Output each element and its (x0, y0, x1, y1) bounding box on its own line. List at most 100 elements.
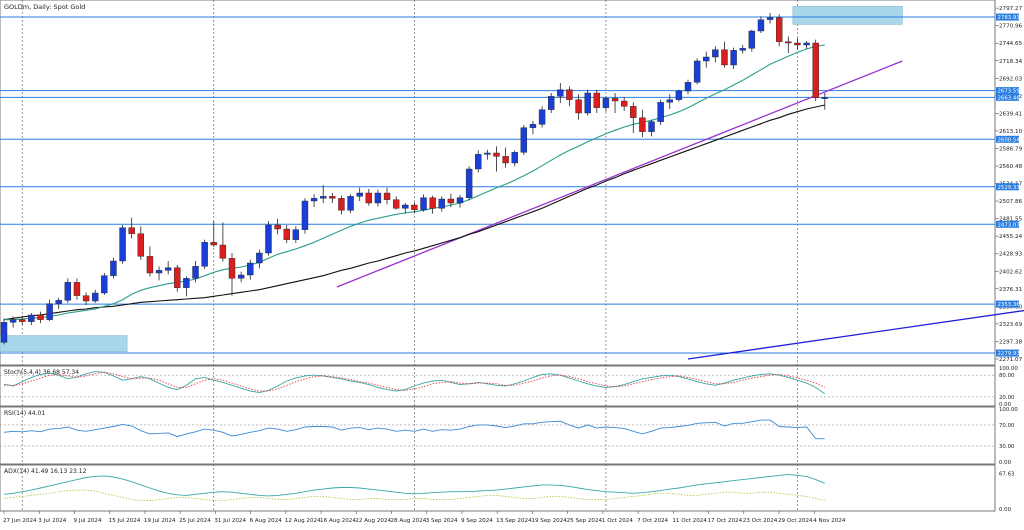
candle (320, 185, 327, 203)
candle-body-up (511, 152, 518, 164)
candle-body-down (566, 89, 573, 100)
candle (310, 194, 318, 207)
candle-body-up (803, 42, 810, 46)
candle-body-down (174, 267, 181, 288)
candle (794, 38, 801, 50)
rsi-title: RSI(14) 44.01 (4, 410, 45, 417)
level-label-text: 2673.59 (998, 89, 1021, 95)
stoch-tick-label: 80.00 (999, 373, 1015, 379)
candle (821, 93, 828, 110)
date-tick-label: 25 Sep 2024 (567, 518, 603, 524)
trendline-blue (687, 309, 1024, 360)
candle-body-up (192, 266, 199, 279)
candle-body-down (210, 242, 217, 246)
candle (438, 196, 445, 212)
support-zone (0, 335, 128, 352)
candle-body-up (520, 127, 528, 153)
candle-body-up (101, 275, 108, 294)
chart-title: GOLDm, Daily: Spot Gold (4, 3, 85, 11)
candle (228, 253, 236, 296)
candle-body-up (402, 204, 409, 209)
candle (155, 266, 163, 281)
level-label-box (996, 13, 1019, 21)
candle-body-up (484, 152, 491, 155)
candle (210, 221, 217, 247)
candle-body-up (247, 262, 254, 276)
candle-body-down (146, 256, 154, 274)
candle (338, 195, 345, 215)
candle (64, 278, 72, 303)
candle-body-up (265, 224, 272, 254)
candle (46, 299, 53, 321)
candle-body-up (155, 270, 163, 274)
candle-body-down (611, 98, 619, 102)
candle-body-up (757, 19, 765, 32)
candle-body-up (465, 168, 473, 198)
level-label: 2783.93 (996, 13, 1020, 21)
candle (256, 249, 263, 269)
highlight-zones (0, 6, 903, 352)
level-label-box (996, 220, 1019, 228)
candle-body-down (283, 228, 290, 240)
candle-body-down (593, 92, 600, 108)
candle (420, 194, 427, 212)
price-tick-label: 2744.65 (999, 41, 1023, 47)
adx-tick-label: 67.63 (999, 471, 1014, 477)
adx-series-1 (3, 489, 825, 502)
adx-tick-label: 0.00 (999, 507, 1012, 513)
candle-body-up (739, 48, 746, 51)
candle (19, 315, 26, 325)
price-tick-label: 2560.48 (999, 164, 1023, 170)
candle-body-up (110, 260, 117, 276)
candle (620, 97, 628, 111)
candle (757, 16, 765, 33)
candle (101, 273, 108, 295)
candle-body-down (639, 117, 646, 132)
candle (356, 187, 363, 201)
level-label: 2663.48 (996, 93, 1020, 101)
candle (192, 261, 199, 283)
candle (520, 125, 528, 155)
candle-body-down (73, 282, 81, 296)
candle-body-up (712, 49, 719, 58)
level-label: 2600.54 (996, 135, 1020, 143)
candle (9, 316, 17, 328)
candle (703, 51, 710, 68)
rsi-tick-label: 30.00 (999, 444, 1015, 450)
candle-body-down (274, 224, 281, 230)
candle (128, 217, 135, 239)
candle-body-up (766, 17, 774, 20)
date-tick-label: 7 Oct 2024 (637, 518, 668, 524)
candle-body-down (137, 233, 145, 257)
candle-body-up (703, 56, 710, 62)
candle (91, 289, 99, 303)
candle-body-up (748, 30, 756, 49)
candle-body-up (301, 200, 309, 230)
date-tick-label: 15 Jul 2024 (109, 518, 141, 524)
candle-body-down (228, 258, 236, 279)
date-tick-label: 3 Sep 2024 (426, 518, 458, 524)
candle (657, 99, 664, 125)
indicator-lines: 100.0080.0020.000.00100.0070.0030.000.00… (0, 366, 1018, 513)
candle (739, 45, 746, 54)
candle (712, 46, 719, 63)
stoch-tick-label: 100.00 (999, 366, 1018, 372)
candle-body-up (438, 198, 445, 209)
price-tick-label: 2692.03 (999, 76, 1023, 82)
candle-body-up (64, 282, 72, 301)
date-tick-label: 25 Jul 2024 (179, 518, 211, 524)
price-tick-label: 2455.24 (999, 234, 1023, 240)
vertical-grid (21, 0, 798, 511)
level-label-text: 2353.36 (998, 302, 1021, 308)
candle (447, 193, 455, 207)
candle (164, 261, 172, 275)
candle-body-down (128, 227, 135, 234)
price-tick-label: 2639.41 (999, 111, 1023, 117)
candle-body-up (119, 227, 126, 262)
candle (766, 13, 774, 24)
trendline-purple (336, 60, 903, 288)
candle (219, 222, 227, 262)
level-label-text: 2279.93 (998, 351, 1020, 357)
price-tick-label: 2376.31 (999, 287, 1023, 293)
